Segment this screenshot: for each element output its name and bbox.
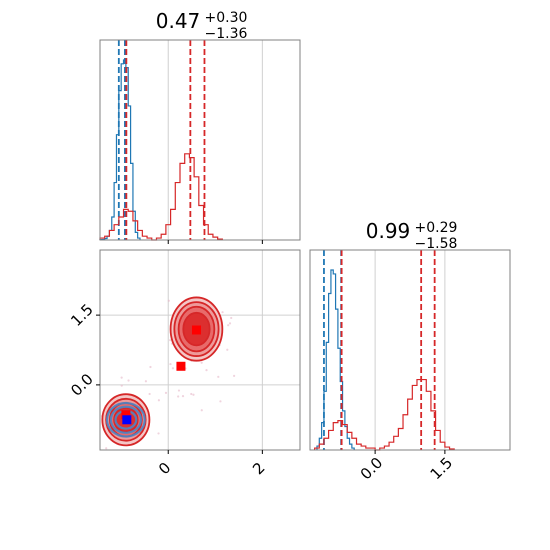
sample-dot xyxy=(85,406,87,408)
x-tick-label: 2 xyxy=(249,459,268,478)
sample-dot xyxy=(144,380,148,383)
sample-dot xyxy=(192,393,195,396)
right-panel-title-lower: −1.58 xyxy=(415,236,458,252)
sample-dot xyxy=(171,367,175,370)
blue-square-marker xyxy=(122,415,132,425)
right-panel-title-upper: +0.29 xyxy=(415,220,458,236)
blue-contour-level xyxy=(109,405,143,434)
red-histogram-step xyxy=(314,378,455,451)
sample-dot xyxy=(89,406,91,408)
two-d-contour-panel: 0.0 1.5 0 2 xyxy=(67,249,301,478)
sample-dot xyxy=(217,375,220,378)
sample-points xyxy=(85,296,236,450)
x-tick-label: 0.0 xyxy=(357,454,387,484)
right-panel-title: 0.99 xyxy=(366,219,411,243)
sample-dot xyxy=(221,311,224,314)
sample-dot xyxy=(233,374,236,377)
sample-dot xyxy=(157,399,160,402)
sample-dot xyxy=(148,392,151,396)
sample-dot xyxy=(167,299,170,302)
sample-dot xyxy=(105,447,108,450)
sample-dot xyxy=(228,322,232,325)
sample-dot xyxy=(190,392,193,396)
axes-frame xyxy=(99,39,301,241)
sample-dot xyxy=(85,428,87,430)
top-histogram-panel: 0.47 +0.30−1.36 xyxy=(99,9,301,244)
axes-frame xyxy=(99,249,301,451)
x-tick-label: 0 xyxy=(155,459,174,478)
blue-histogram-step xyxy=(99,59,141,241)
sample-dot xyxy=(157,432,160,435)
sample-dot xyxy=(127,379,130,382)
red-square-marker xyxy=(121,410,131,420)
sample-dot xyxy=(177,395,180,398)
top-panel-title-lower: −1.36 xyxy=(205,26,248,42)
sample-dot xyxy=(120,384,123,387)
x-tick-label: 1.5 xyxy=(427,454,457,484)
sample-dot xyxy=(227,324,230,327)
sample-dot xyxy=(120,376,123,379)
sample-dot xyxy=(230,316,233,320)
sample-dot xyxy=(92,403,94,405)
sample-dot xyxy=(95,407,97,409)
right-histogram-panel: 0.99 +0.29−1.58 0.0 1.5 xyxy=(309,219,511,484)
red-histogram-step xyxy=(99,153,223,241)
sample-dot xyxy=(181,395,185,398)
sample-dot xyxy=(169,362,172,366)
top-panel-title: 0.47 xyxy=(156,9,201,33)
blue-contour-level xyxy=(105,401,146,438)
sample-dot xyxy=(164,391,168,394)
sample-dot xyxy=(177,389,181,392)
top-panel-title-upper: +0.30 xyxy=(205,10,248,26)
sample-dot xyxy=(95,416,97,418)
sample-dot xyxy=(91,424,93,426)
sample-dot xyxy=(226,348,229,351)
sample-dot xyxy=(200,361,203,364)
sample-dot xyxy=(149,365,152,369)
sample-dot xyxy=(219,400,222,403)
red-square-marker xyxy=(176,361,186,371)
y-tick-label: 0.0 xyxy=(67,370,97,400)
sample-dot xyxy=(200,409,203,412)
axes-frame xyxy=(309,249,511,451)
red-square-marker xyxy=(191,325,201,335)
sample-dot xyxy=(205,369,208,372)
y-tick-label: 1.5 xyxy=(67,300,97,330)
sample-dot xyxy=(169,339,172,342)
blue-histogram-step xyxy=(316,269,355,450)
